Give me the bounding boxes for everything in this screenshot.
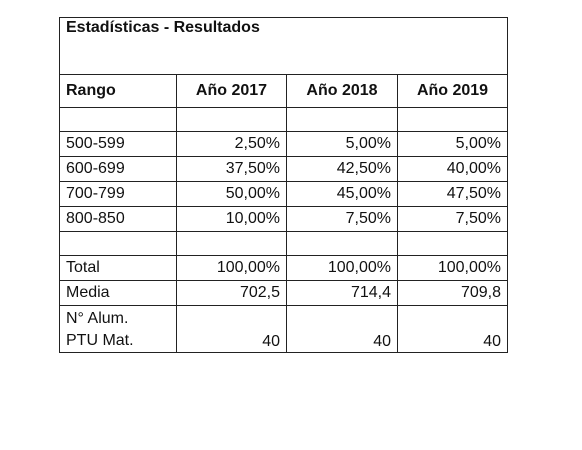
students-label: N° Alum. PTU Mat. [59,305,177,353]
total-value: 100,00% [286,255,398,281]
empty-cell [396,107,509,132]
media-value: 702,5 [176,280,287,306]
header-year-2019: Año 2019 [396,74,509,108]
value-cell: 47,50% [396,181,509,207]
value-cell: 42,50% [286,156,398,182]
value-cell: 40,00% [396,156,509,182]
results-table: Estadísticas - Resultados Rango Año 2017… [58,17,509,353]
header-rango: Rango [59,74,177,108]
spacer-row [59,231,509,256]
total-row: Total 100,00% 100,00% 100,00% [59,255,509,281]
media-row: Media 702,5 714,4 709,8 [59,280,509,306]
media-value: 709,8 [396,280,509,306]
empty-cell [176,231,287,256]
spacer-row [59,107,509,132]
students-value: 40 [286,305,398,353]
range-label: 600-699 [59,156,177,182]
title-row: Estadísticas - Resultados [58,17,509,75]
empty-cell [396,231,509,256]
header-year-2017: Año 2017 [176,74,287,108]
value-cell: 7,50% [396,206,509,232]
value-cell: 5,00% [286,131,398,157]
students-label-line2: PTU Mat. [66,332,134,349]
range-label: 800-850 [59,206,177,232]
empty-cell [176,107,287,132]
table-row: 500-599 2,50% 5,00% 5,00% [59,131,509,157]
header-row: Rango Año 2017 Año 2018 Año 2019 [59,74,509,108]
value-cell: 7,50% [286,206,398,232]
total-value: 100,00% [396,255,509,281]
statistics-sheet: Estadísticas - Resultados Rango Año 2017… [58,17,509,353]
media-label: Media [59,280,177,306]
students-row: N° Alum. PTU Mat. 40 40 40 [59,305,509,353]
range-label: 700-799 [59,181,177,207]
empty-cell [59,107,177,132]
empty-cell [59,231,177,256]
students-label-line1: N° Alum. [66,310,129,327]
total-label: Total [59,255,177,281]
table-row: 700-799 50,00% 45,00% 47,50% [59,181,509,207]
value-cell: 2,50% [176,131,287,157]
value-cell: 37,50% [176,156,287,182]
header-year-2018: Año 2018 [286,74,398,108]
empty-cell [286,107,398,132]
value-cell: 10,00% [176,206,287,232]
table-row: 600-699 37,50% 42,50% 40,00% [59,156,509,182]
value-cell: 45,00% [286,181,398,207]
table-row: 800-850 10,00% 7,50% 7,50% [59,206,509,232]
total-value: 100,00% [176,255,287,281]
media-value: 714,4 [286,280,398,306]
range-label: 500-599 [59,131,177,157]
value-cell: 50,00% [176,181,287,207]
students-value: 40 [396,305,509,353]
table-title: Estadísticas - Resultados [58,17,509,75]
value-cell: 5,00% [396,131,509,157]
empty-cell [286,231,398,256]
students-value: 40 [176,305,287,353]
